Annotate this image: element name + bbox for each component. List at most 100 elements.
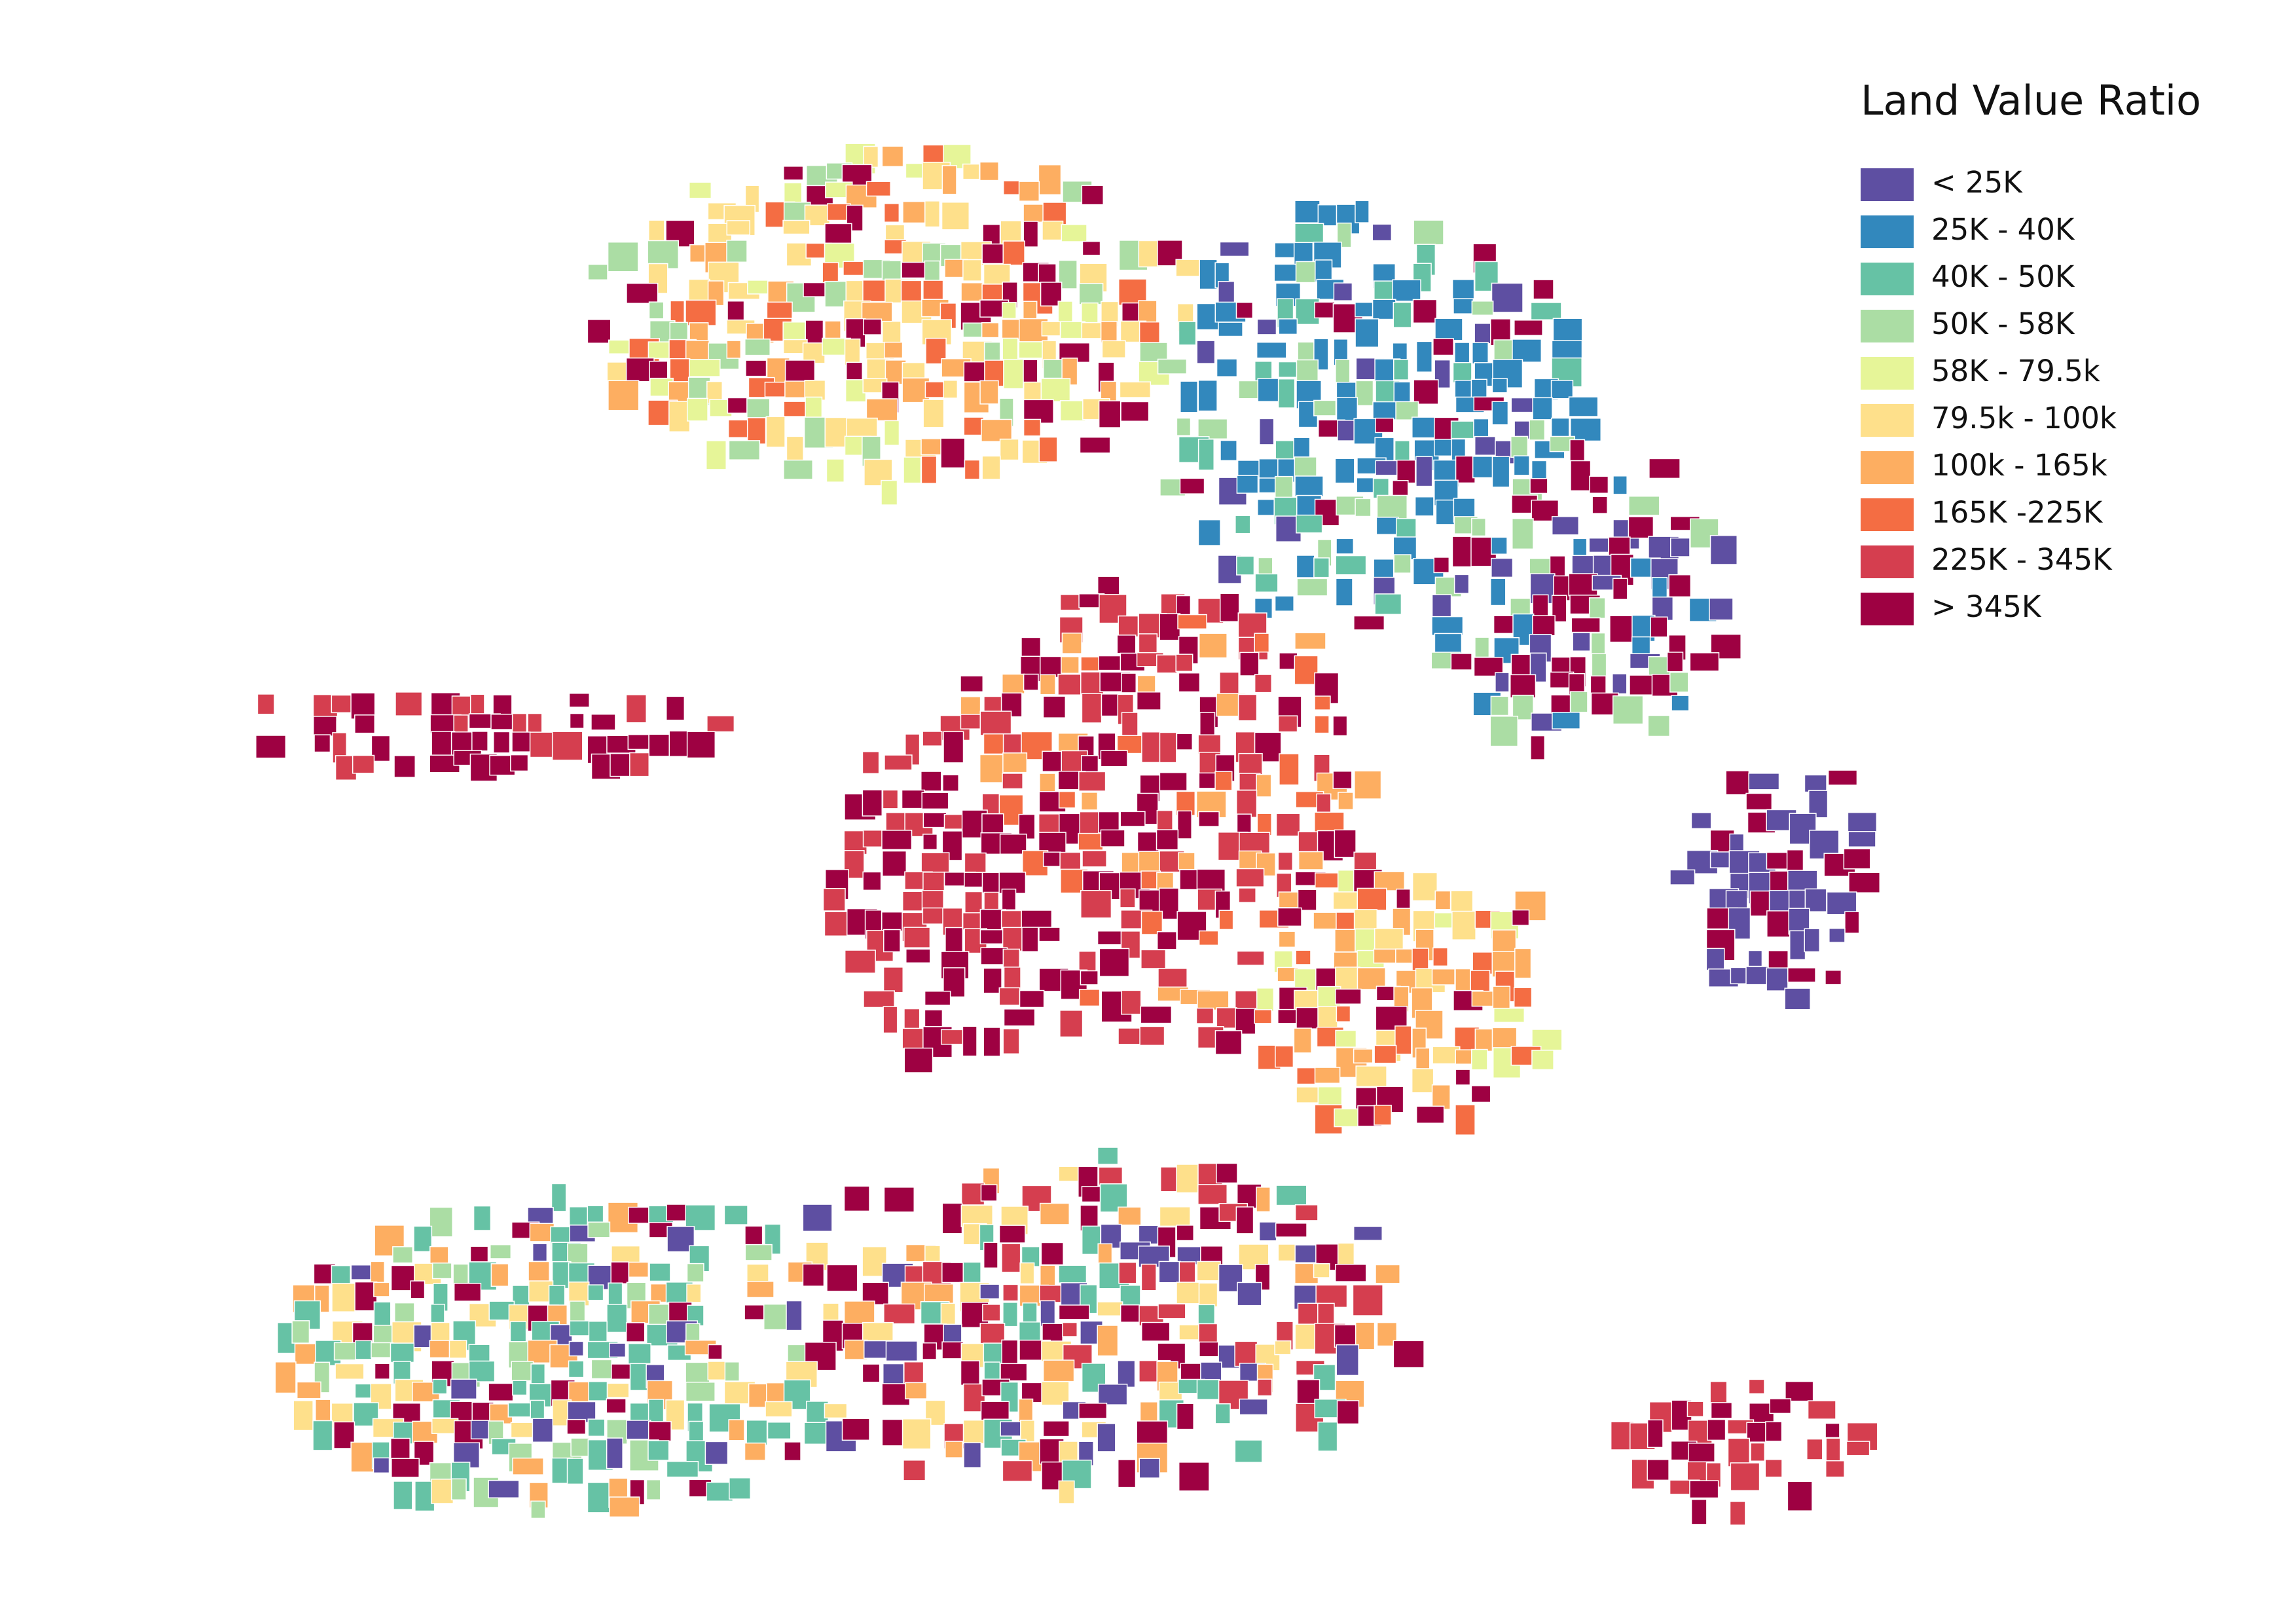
parcel [1511,909,1530,926]
parcel [1101,340,1126,359]
parcel [1140,1005,1173,1024]
parcel [1018,181,1040,202]
parcel [648,301,665,320]
parcel [1140,1263,1157,1291]
parcel [1592,496,1608,514]
parcel [1491,378,1508,394]
parcel [1373,948,1398,964]
parcel [883,1006,898,1034]
parcel [922,834,938,851]
parcel [724,1361,740,1382]
parcel [903,927,931,948]
parcel [920,455,938,485]
parcel [883,1187,915,1213]
parcel [1827,769,1858,786]
parcel [1313,912,1339,930]
parcel [1374,593,1402,616]
parcel [1001,889,1017,911]
parcel [1491,456,1510,488]
parcel [1274,242,1296,259]
parcel [1612,695,1644,725]
parcel [625,694,647,724]
parcel [1415,456,1433,487]
parcel [1609,615,1633,643]
parcel [941,1262,964,1283]
parcel [1176,1225,1194,1242]
parcel [1002,240,1025,266]
parcel [1197,519,1221,546]
parcel [943,380,958,399]
parcel [587,319,611,344]
parcel [1334,829,1357,858]
parcel [1396,889,1411,910]
parcel [1258,418,1275,445]
parcel [1375,1264,1400,1284]
parcel [1336,1005,1351,1023]
legend-label: 25K - 40K [1931,212,2075,247]
parcel [1313,1263,1330,1278]
legend-label: 165K -225K [1931,495,2104,530]
parcel [1100,321,1118,344]
parcel [862,1363,881,1383]
parcel [1649,458,1681,479]
parcel [765,416,786,448]
parcel [609,1342,627,1358]
parcel [647,219,665,243]
parcel [1038,436,1058,462]
parcel [1081,302,1099,324]
parcel [1335,1029,1357,1048]
parcel [1314,1067,1341,1084]
parcel [551,1261,572,1289]
parcel [1039,674,1056,695]
parcel [922,1342,938,1360]
parcel [1450,653,1472,671]
parcel [1495,672,1510,693]
parcel [1078,989,1101,1007]
parcel [1003,358,1027,390]
parcel [1059,400,1086,422]
parcel [352,754,375,774]
parcel [1157,968,1188,989]
parcel [430,1321,450,1343]
parcel [1393,302,1412,328]
parcel [1355,380,1374,407]
parcel [1277,378,1296,409]
parcel [1334,1264,1367,1282]
parcel [591,713,616,731]
parcel [1332,891,1362,910]
parcel [920,438,943,456]
parcel [510,754,529,772]
parcel [1278,931,1296,948]
parcel [1314,301,1336,319]
parcel [1256,341,1287,359]
parcel [1374,1105,1392,1126]
parcel [1195,1007,1214,1024]
parcel [1455,455,1476,484]
parcel [568,1340,584,1357]
legend: Land Value Ratio < 25K 25K - 40K 40K - 50K… [1861,77,2201,625]
parcel [1156,829,1179,851]
parcel [1826,891,1857,915]
parcel [1198,1282,1218,1308]
parcel [373,1457,390,1474]
parcel [1140,910,1163,935]
legend-label: > 345K [1931,589,2042,624]
parcel [569,1301,586,1323]
parcel [1491,929,1517,955]
parcel [1415,341,1432,373]
parcel [1511,518,1534,550]
parcel [1804,888,1827,912]
parcel [1279,753,1300,786]
parcel [331,1283,359,1312]
parcel [1273,263,1297,282]
parcel [566,1458,584,1485]
parcel [1314,695,1331,710]
parcel [979,380,999,405]
parcel [1216,358,1238,377]
parcel [998,1225,1026,1244]
parcel [941,165,957,195]
parcel [1081,1225,1101,1255]
legend-swatch [1861,451,1914,484]
parcel [1061,224,1087,242]
parcel [646,1479,661,1501]
